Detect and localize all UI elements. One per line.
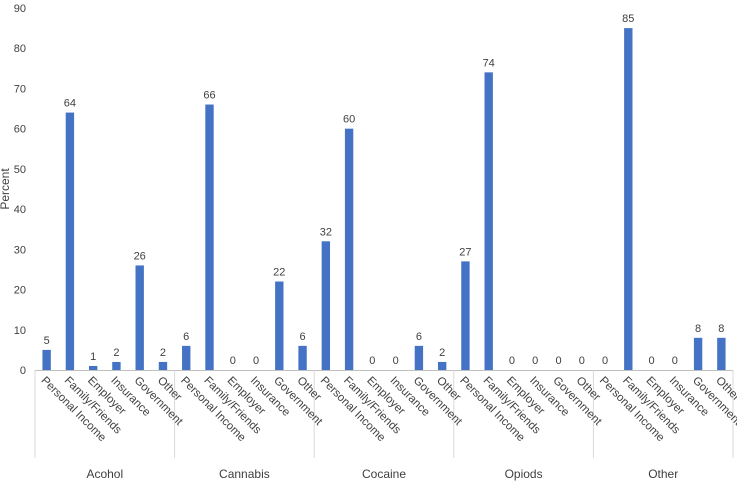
bar [158, 361, 168, 370]
bar [65, 112, 75, 371]
bar [693, 337, 703, 370]
data-label: 0 [555, 355, 561, 367]
data-label: 27 [459, 246, 471, 258]
y-tick-label: 30 [14, 244, 26, 256]
data-label: 32 [320, 226, 332, 238]
bar [88, 365, 98, 370]
bar [414, 345, 424, 370]
x-axis: Personal IncomeFamily/FriendsEmployerIns… [34, 370, 737, 481]
data-label: 26 [134, 250, 146, 262]
y-axis: 0 10 20 30 40 50 60 70 80 90 [14, 3, 26, 377]
data-label: 0 [672, 355, 678, 367]
data-label: 0 [393, 355, 399, 367]
data-label: 6 [300, 331, 306, 343]
group-label: Acohol [86, 467, 123, 481]
data-label: 0 [230, 355, 236, 367]
data-label: 0 [579, 355, 585, 367]
bar [344, 128, 354, 370]
y-tick-label: 0 [20, 365, 26, 377]
bar [182, 345, 191, 370]
data-label: 66 [203, 90, 215, 102]
y-tick-label: 50 [14, 164, 26, 176]
y-tick-label: 10 [14, 325, 26, 337]
bar [717, 337, 726, 370]
data-label: 8 [718, 323, 724, 335]
data-label: 1 [90, 351, 96, 363]
data-label: 22 [273, 267, 285, 279]
data-label: 0 [532, 355, 538, 367]
data-label: 2 [113, 347, 119, 359]
bar [205, 104, 214, 371]
data-label: 2 [160, 347, 166, 359]
bar [437, 361, 447, 370]
group-label: Cocaine [362, 467, 406, 481]
bar [484, 72, 493, 370]
bar [624, 28, 633, 370]
bar [298, 345, 307, 370]
bar [461, 261, 470, 370]
group-label: Other [648, 467, 678, 481]
data-label: 0 [253, 355, 259, 367]
bar [112, 361, 121, 370]
data-label: 0 [602, 355, 608, 367]
data-label: 85 [622, 13, 634, 25]
group-label: Opiods [505, 467, 543, 481]
data-label: 60 [343, 114, 355, 126]
y-tick-label: 60 [14, 124, 26, 136]
y-tick-label: 80 [14, 43, 26, 55]
data-label: 74 [483, 57, 495, 69]
data-label: 8 [695, 323, 701, 335]
y-tick-label: 90 [14, 3, 26, 15]
bar [321, 241, 331, 370]
data-label: 6 [183, 331, 189, 343]
data-label: 0 [369, 355, 375, 367]
data-label: 64 [64, 98, 76, 110]
bar [42, 349, 51, 370]
y-tick-label: 40 [14, 204, 26, 216]
bar [135, 265, 144, 370]
bar [275, 281, 284, 370]
data-label: 5 [44, 335, 50, 347]
y-tick-label: 70 [14, 83, 26, 95]
group-label: Cannabis [219, 467, 270, 481]
data-label: 0 [509, 355, 515, 367]
data-label: 0 [649, 355, 655, 367]
y-axis-title: Percent [0, 168, 12, 210]
data-label: 2 [439, 347, 445, 359]
y-tick-label: 20 [14, 285, 26, 297]
data-label: 6 [416, 331, 422, 343]
